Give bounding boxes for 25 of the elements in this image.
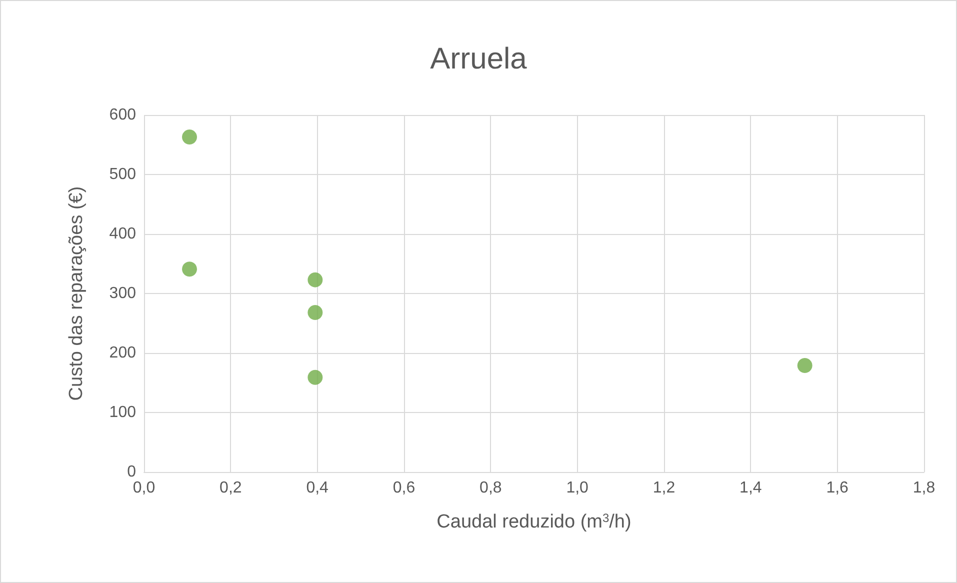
x-tick-label: 0,6: [392, 480, 416, 496]
y-tick-label: 400: [109, 226, 136, 242]
point: [182, 262, 197, 277]
y-tick-label: 200: [109, 344, 136, 362]
y-tick-label: 500: [109, 166, 136, 183]
point: [308, 370, 323, 385]
x-tick-label: 1,4: [740, 480, 762, 496]
y-tick-label: 100: [109, 404, 136, 421]
point: [308, 272, 323, 288]
point: [182, 130, 197, 145]
point: [308, 305, 323, 320]
x-tick-label: 1,2: [652, 480, 676, 496]
y-tick-label: 600: [109, 106, 136, 124]
point: [797, 358, 812, 373]
y-axis-title: Custo das reparações (€): [66, 186, 87, 401]
y-tick-label: 300: [109, 285, 136, 302]
x-tick-label: 0,8: [480, 480, 502, 496]
x-tick-label: 1,6: [826, 480, 849, 496]
x-tick-label: 0,2: [220, 480, 242, 496]
x-tick-label: 1,0: [566, 480, 589, 496]
x-tick-label: 1,8: [912, 480, 936, 496]
x-tick-label: 0,0: [132, 480, 156, 496]
y-tick-label: 0: [127, 464, 136, 480]
chart-title: Arruela: [430, 42, 528, 76]
x-tick-label: 0,4: [306, 480, 329, 496]
